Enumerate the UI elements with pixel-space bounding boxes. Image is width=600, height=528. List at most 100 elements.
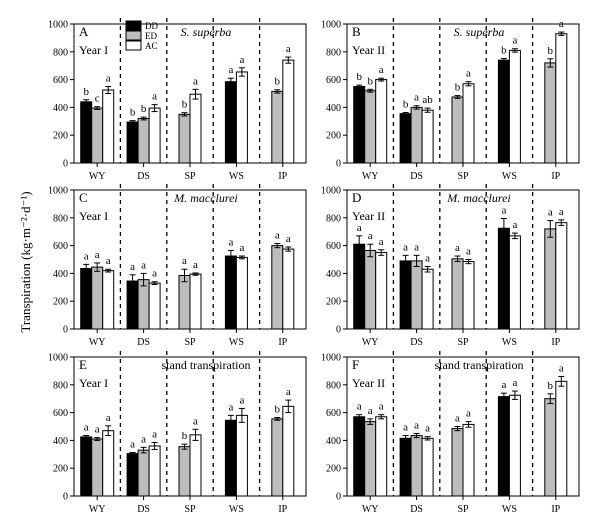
significance-letter: a (414, 92, 419, 104)
x-tick-label: SP (457, 337, 469, 348)
significance-letter: a (357, 222, 362, 234)
significance-letter: a (455, 413, 460, 425)
bar-ED-DS (137, 449, 150, 497)
bar-AC-IP (282, 248, 295, 330)
bar-AC-DS (148, 107, 161, 164)
y-tick-label: 0 (336, 325, 341, 336)
x-tick-label: WY (362, 171, 379, 182)
x-tick-label: DS (137, 337, 150, 348)
significance-letter: a (286, 386, 291, 398)
significance-letter: a (512, 377, 517, 389)
legend-swatch-AC (125, 40, 142, 51)
x-tick-label: WY (89, 171, 106, 182)
x-tick-label: IP (278, 337, 287, 348)
bar-AC-WY (375, 79, 388, 164)
bar-ED-SP (178, 113, 191, 164)
significance-letter: b (455, 82, 461, 94)
y-tick-label: 200 (53, 464, 68, 475)
bar-ED-WY (364, 249, 377, 330)
significance-letter: a (425, 423, 430, 435)
bar-AC-WS (508, 235, 521, 330)
y-tick-label: 800 (326, 47, 341, 58)
bar-AC-IP (282, 59, 295, 164)
y-tick-label: 400 (326, 436, 341, 447)
significance-letter: a (286, 233, 291, 245)
bar-DD-WY (353, 416, 366, 497)
panel-title: S. superba (454, 25, 505, 39)
significance-letter: b (403, 99, 409, 111)
y-tick-label: 600 (53, 75, 68, 86)
significance-letter: a (193, 415, 198, 427)
x-tick-label: SP (184, 504, 196, 515)
significance-letter: b (141, 103, 147, 115)
bar-DD-WS (497, 396, 510, 497)
significance-letter: a (559, 206, 564, 218)
bar-AC-SP (462, 423, 475, 497)
bar-AC-IP (282, 405, 295, 497)
x-tick-label: DS (137, 171, 150, 182)
bar-DD-WS (224, 419, 237, 497)
bar-ED-SP (451, 258, 464, 330)
bar-ED-WY (364, 421, 377, 497)
category-DS: DSb ba (126, 91, 161, 182)
legend-swatch-ED (125, 30, 142, 41)
bar-AC-IP (555, 222, 568, 330)
y-tick-label: 600 (326, 408, 341, 419)
significance-letter: b (130, 107, 136, 119)
bar-DD-DS (126, 453, 139, 497)
significance-letter: a (106, 73, 111, 85)
category-SP: SP ba (178, 75, 202, 182)
x-tick-label: WS (229, 504, 244, 515)
panel-label: B (352, 24, 361, 39)
bar-AC-WY (375, 252, 388, 330)
category-WS: WS aa (497, 204, 521, 348)
significance-letter: b (275, 76, 281, 88)
legend-label-DD: DD (145, 21, 158, 31)
panel-year: Year II (352, 43, 385, 57)
category-SP: SP ba (451, 68, 475, 182)
x-tick-label: IP (278, 171, 287, 182)
significance-letter: b (182, 99, 188, 111)
bar-ED-DS (137, 118, 150, 164)
bar-AC-WY (102, 430, 115, 497)
y-tick-label: 1000 (321, 186, 341, 197)
bar-DD-WS (224, 81, 237, 164)
y-tick-label: 400 (326, 269, 341, 280)
y-tick-label: 800 (53, 47, 68, 58)
x-tick-label: DS (410, 171, 423, 182)
panel-year: Year I (79, 209, 108, 223)
bar-AC-SP (189, 93, 202, 164)
y-tick-label: 600 (326, 75, 341, 86)
significance-letter: a (141, 433, 146, 445)
x-tick-label: DS (410, 337, 423, 348)
y-tick-label: 200 (326, 464, 341, 475)
y-tick-label: 0 (63, 492, 68, 503)
bar-ED-DS (137, 279, 150, 330)
y-tick-label: 200 (326, 297, 341, 308)
significance-letter: a (130, 261, 135, 273)
bar-DD-WY (80, 436, 93, 497)
bar-AC-DS (421, 437, 434, 497)
bar-ED-IP (271, 418, 284, 497)
significance-letter: a (141, 259, 146, 271)
panel-year: Year I (79, 376, 108, 390)
significance-letter: a (152, 428, 157, 440)
panel-year: Year I (79, 43, 108, 57)
y-tick-label: 200 (326, 131, 341, 142)
significance-letter: a (239, 54, 244, 66)
significance-letter: b (548, 45, 554, 57)
y-tick-label: 0 (336, 159, 341, 170)
significance-letter: a (548, 207, 553, 219)
y-tick-label: 200 (53, 297, 68, 308)
